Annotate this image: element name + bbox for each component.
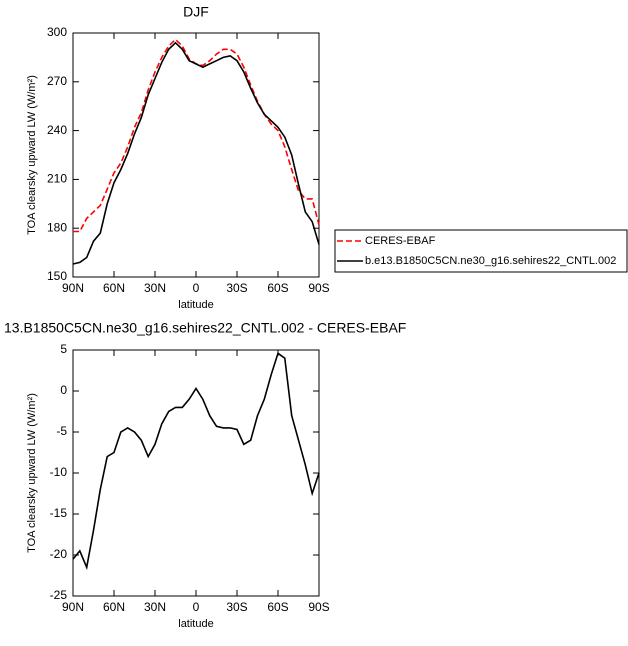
x-tick-label: 90N [62,281,84,295]
y-tick-label: -25 [50,588,68,602]
data-line [72,41,320,265]
y-tick-label: 240 [47,123,67,137]
plot-frame [72,32,320,278]
x-tick-label: 0 [193,281,200,295]
data-line [73,38,320,233]
x-tick-label: 0 [193,600,200,614]
y-tick-label: 300 [47,25,67,39]
chart-title: DJF [183,4,209,20]
x-tick-label: 30S [226,600,247,614]
x-tick-label: 30N [144,281,166,295]
x-axis-label: latitude [178,618,213,630]
y-tick-label: -15 [50,506,68,520]
legend-box [334,229,628,273]
x-tick-label: 30N [144,600,166,614]
y-tick-label: 5 [60,342,67,356]
chart-title: 13.B1850C5CN.ne30_g16.sehires22_CNTL.002… [4,320,406,336]
legend-label: CERES-EBAF [365,235,436,247]
y-tick-label: 0 [60,383,67,397]
x-tick-label: 90S [308,600,329,614]
y-tick-label: 150 [47,269,67,283]
y-axis-label: TOA clearsky upward LW (W/m²) [26,75,38,235]
legend-label: b.e13.B1850C5CN.ne30_g16.sehires22_CNTL.… [365,255,616,267]
plot-frame [72,349,320,597]
x-axis-label: latitude [178,299,213,311]
x-tick-label: 60S [267,600,288,614]
data-line [72,352,320,571]
x-tick-label: 30S [226,281,247,295]
x-tick-label: 60N [103,600,125,614]
x-tick-label: 60S [267,281,288,295]
x-tick-label: 90N [62,600,84,614]
x-tick-label: 60N [103,281,125,295]
y-tick-label: -20 [50,547,68,561]
y-tick-label: -10 [50,465,68,479]
y-tick-label: 270 [47,74,67,88]
x-tick-label: 90S [308,281,329,295]
y-tick-label: -5 [56,424,67,438]
y-tick-label: 180 [47,220,67,234]
y-axis-label: TOA clearsky upward LW (W/m²) [26,393,38,553]
y-tick-label: 210 [47,172,67,186]
